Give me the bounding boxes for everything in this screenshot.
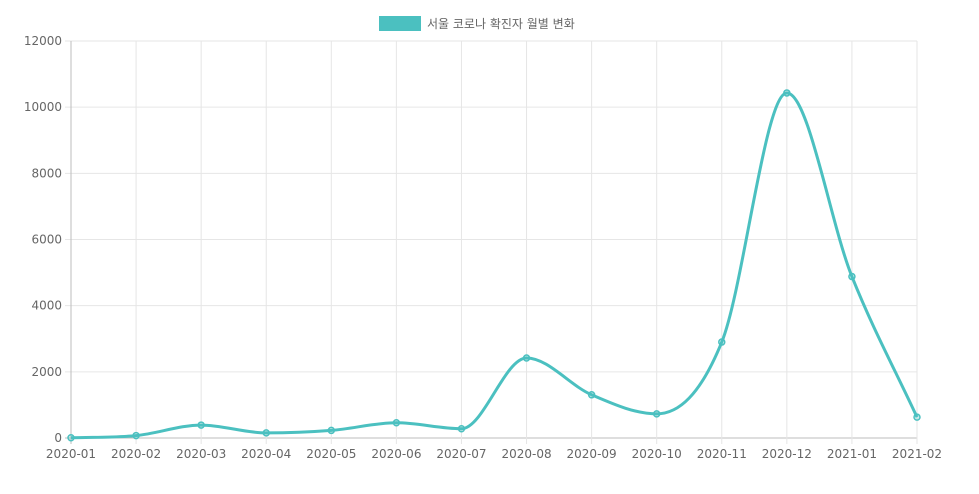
y-tick-label: 4000	[31, 299, 62, 313]
y-tick-label: 6000	[31, 233, 62, 247]
x-tick-label: 2020-07	[436, 447, 486, 461]
data-point-2020-07[interactable]	[457, 424, 466, 433]
data-point-2020-01[interactable]	[67, 434, 75, 442]
x-tick-label: 2020-11	[697, 447, 747, 461]
data-point-2020-02[interactable]	[132, 431, 140, 440]
data-point-2021-02[interactable]	[913, 413, 921, 421]
y-axis-tick-labels: 0 2000 4000 6000 8000 10000 12000	[24, 34, 62, 445]
legend-series-label: 서울 코로나 확진자 월별 변화	[427, 17, 575, 31]
x-tick-label: 2020-10	[632, 447, 682, 461]
data-point-2020-10[interactable]	[652, 410, 661, 418]
x-axis-tick-labels: 2020-01 2020-02 2020-03 2020-04 2020-05 2020-…	[46, 447, 942, 461]
chart-grid	[65, 40, 918, 444]
x-tick-label: 2020-08	[501, 447, 551, 461]
data-points[interactable]	[67, 89, 921, 442]
x-tick-label: 2020-12	[762, 447, 812, 461]
data-point-2021-01[interactable]	[848, 272, 856, 281]
data-point-2020-03[interactable]	[197, 421, 205, 429]
x-tick-label: 2021-02	[892, 447, 942, 461]
x-tick-label: 2020-01	[46, 447, 96, 461]
y-tick-label: 10000	[24, 100, 62, 114]
data-point-2020-06[interactable]	[392, 419, 401, 427]
x-tick-label: 2020-03	[176, 447, 226, 461]
legend[interactable]: 서울 코로나 확진자 월별 변화	[379, 16, 575, 31]
series-line	[70, 91, 919, 440]
x-tick-label: 2021-01	[827, 447, 877, 461]
x-tick-label: 2020-05	[306, 447, 356, 461]
x-tick-label: 2020-06	[371, 447, 421, 461]
y-tick-label: 12000	[24, 34, 62, 48]
data-point-2020-12[interactable]	[783, 89, 791, 97]
y-tick-label: 2000	[31, 365, 62, 379]
data-point-2020-04[interactable]	[262, 429, 270, 437]
x-tick-label: 2020-09	[567, 447, 617, 461]
legend-color-swatch	[379, 16, 421, 31]
y-tick-label: 8000	[31, 166, 62, 180]
data-point-2020-08[interactable]	[522, 354, 531, 362]
x-tick-label: 2020-04	[241, 447, 291, 461]
data-point-2020-09[interactable]	[587, 391, 596, 399]
x-tick-label: 2020-02	[111, 447, 161, 461]
y-tick-label: 0	[54, 431, 62, 445]
data-point-2020-11[interactable]	[718, 338, 726, 346]
data-point-2020-05[interactable]	[327, 426, 336, 435]
